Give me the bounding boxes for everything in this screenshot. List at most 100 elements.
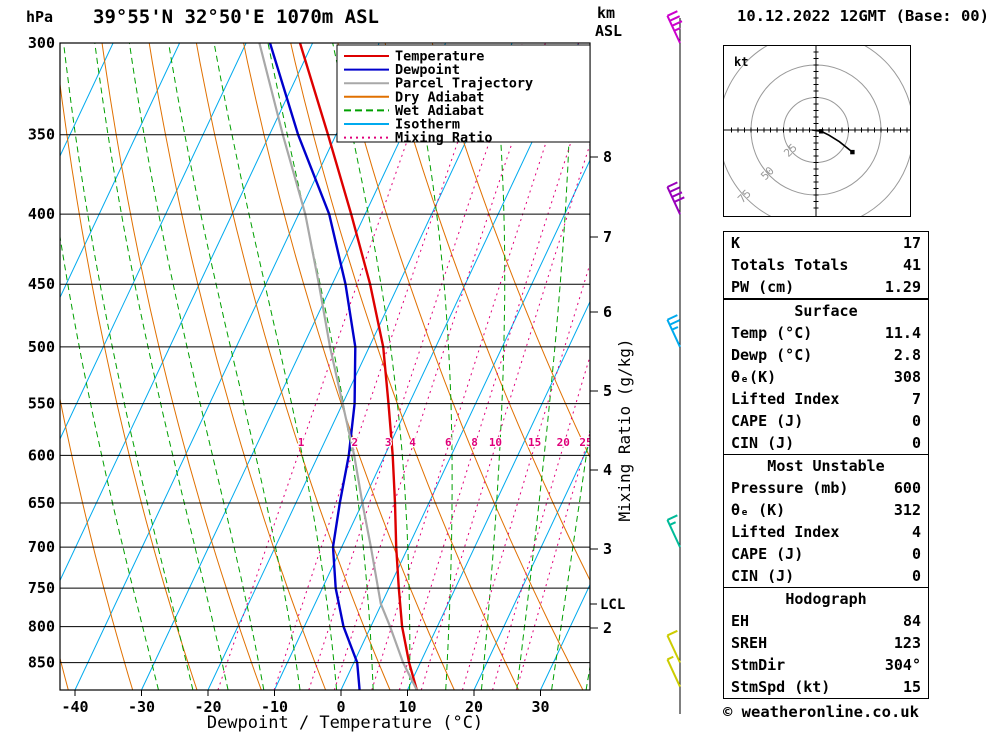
row-label: StmDir xyxy=(731,656,786,674)
svg-text:8: 8 xyxy=(603,148,612,166)
svg-text:4: 4 xyxy=(603,461,612,479)
table-row: Dewp (°C) 2.8 xyxy=(724,344,928,366)
row-label: Totals Totals xyxy=(731,256,849,274)
svg-text:2: 2 xyxy=(352,436,359,449)
table-row: CAPE (J) 0 xyxy=(724,410,928,432)
row-label: CAPE (J) xyxy=(731,545,804,563)
row-value: 0 xyxy=(911,434,921,452)
svg-text:500: 500 xyxy=(28,338,55,356)
row-label: Temp (°C) xyxy=(731,324,813,342)
row-value: 123 xyxy=(893,634,921,652)
station-title: 39°55'N 32°50'E 1070m ASL xyxy=(93,6,379,28)
table-section-header: Surface xyxy=(794,302,858,320)
row-value: 11.4 xyxy=(884,324,921,342)
datetime-title: 10.12.2022 12GMT (Base: 00) xyxy=(737,7,989,25)
table-row: CIN (J) 0 xyxy=(724,565,928,587)
hodograph-table: Hodograph EH 84 SREH 123 StmDir 304° StmSpd (kt… xyxy=(723,587,929,699)
svg-text:LCL: LCL xyxy=(600,597,625,613)
row-value: 7 xyxy=(911,390,921,408)
row-value: 1.29 xyxy=(884,278,921,296)
svg-text:3: 3 xyxy=(385,436,392,449)
svg-text:Temperature: Temperature xyxy=(395,49,484,65)
surface-table: Surface Temp (°C) 11.4 Dewp (°C) 2.8 θₑ(K) 308… xyxy=(723,299,929,455)
svg-text:Parcel Trajectory: Parcel Trajectory xyxy=(395,76,533,92)
svg-text:20: 20 xyxy=(465,698,483,716)
svg-text:Dewpoint / Temperature (°C): Dewpoint / Temperature (°C) xyxy=(207,713,483,733)
row-value: 15 xyxy=(902,678,921,696)
svg-text:Dewpoint: Dewpoint xyxy=(395,62,460,78)
row-label: Lifted Index xyxy=(731,390,840,408)
svg-text:kt: kt xyxy=(734,55,748,69)
svg-text:400: 400 xyxy=(28,205,55,223)
svg-text:km: km xyxy=(597,4,615,22)
table-row: θₑ(K) 308 xyxy=(724,366,928,388)
row-label: EH xyxy=(731,612,750,630)
row-label: PW (cm) xyxy=(731,278,795,296)
table-row: Lifted Index 4 xyxy=(724,521,928,543)
row-label: Pressure (mb) xyxy=(731,479,849,497)
svg-text:Isotherm: Isotherm xyxy=(395,117,460,133)
copyright: © weatheronline.co.uk xyxy=(723,703,919,721)
svg-text:3: 3 xyxy=(603,540,612,558)
svg-text:10: 10 xyxy=(398,698,416,716)
svg-text:7: 7 xyxy=(603,228,612,246)
svg-text:850: 850 xyxy=(28,654,55,672)
table-row: θₑ (K) 312 xyxy=(724,499,928,521)
svg-text:450: 450 xyxy=(28,275,55,293)
svg-text:15: 15 xyxy=(528,436,541,449)
row-value: 0 xyxy=(911,545,921,563)
row-label: Lifted Index xyxy=(731,523,840,541)
svg-text:650: 650 xyxy=(28,494,55,512)
svg-text:Dry Adiabat: Dry Adiabat xyxy=(395,89,484,105)
svg-text:-20: -20 xyxy=(194,698,221,716)
svg-text:700: 700 xyxy=(28,538,55,556)
svg-text:10: 10 xyxy=(489,436,502,449)
table-row: Lifted Index 7 xyxy=(724,388,928,410)
svg-text:8: 8 xyxy=(471,436,478,449)
row-label: Dewp (°C) xyxy=(731,346,813,364)
table-section-header: Most Unstable xyxy=(767,457,885,475)
svg-text:6: 6 xyxy=(603,303,612,321)
table-section-header: Hodograph xyxy=(785,590,867,608)
svg-text:Mixing Ratio: Mixing Ratio xyxy=(395,130,493,146)
indices-table: K 17 Totals Totals 41 PW (cm) 1.29 xyxy=(723,231,929,299)
row-value: 0 xyxy=(911,567,921,585)
svg-text:20: 20 xyxy=(557,436,570,449)
svg-text:4: 4 xyxy=(409,436,416,449)
row-label: CIN (J) xyxy=(731,434,795,452)
svg-text:25: 25 xyxy=(579,436,592,449)
row-value: 0 xyxy=(911,412,921,430)
svg-text:ASL: ASL xyxy=(595,22,622,40)
pressure-unit-label: hPa xyxy=(26,8,54,26)
table-row: K 17 xyxy=(724,232,928,254)
svg-text:750: 750 xyxy=(28,579,55,597)
svg-text:-40: -40 xyxy=(61,698,88,716)
row-value: 308 xyxy=(893,368,921,386)
svg-text:800: 800 xyxy=(28,618,55,636)
svg-text:0: 0 xyxy=(336,698,345,716)
table-row: Totals Totals 41 xyxy=(724,254,928,276)
row-value: 312 xyxy=(893,501,921,519)
svg-text:5: 5 xyxy=(603,382,612,400)
table-row: EH 84 xyxy=(724,610,928,632)
row-value: 2.8 xyxy=(893,346,921,364)
svg-text:600: 600 xyxy=(28,446,55,464)
table-row: StmDir 304° xyxy=(724,654,928,676)
row-label: StmSpd (kt) xyxy=(731,678,831,696)
table-row: StmSpd (kt) 15 xyxy=(724,676,928,698)
svg-text:1: 1 xyxy=(298,436,305,449)
row-value: 41 xyxy=(902,256,921,274)
table-row: Temp (°C) 11.4 xyxy=(724,322,928,344)
svg-text:-10: -10 xyxy=(261,698,288,716)
svg-text:550: 550 xyxy=(28,395,55,413)
table-row: SREH 123 xyxy=(724,632,928,654)
row-label: SREH xyxy=(731,634,768,652)
most-unstable-table: Most Unstable Pressure (mb) 600 θₑ (K) 312 Li… xyxy=(723,454,929,588)
row-label: K xyxy=(731,234,741,252)
row-value: 4 xyxy=(911,523,921,541)
table-row: Pressure (mb) 600 xyxy=(724,477,928,499)
svg-text:Wet Adiabat: Wet Adiabat xyxy=(395,103,484,119)
svg-text:350: 350 xyxy=(28,126,55,144)
svg-text:Mixing Ratio (g/kg): Mixing Ratio (g/kg) xyxy=(615,338,634,521)
